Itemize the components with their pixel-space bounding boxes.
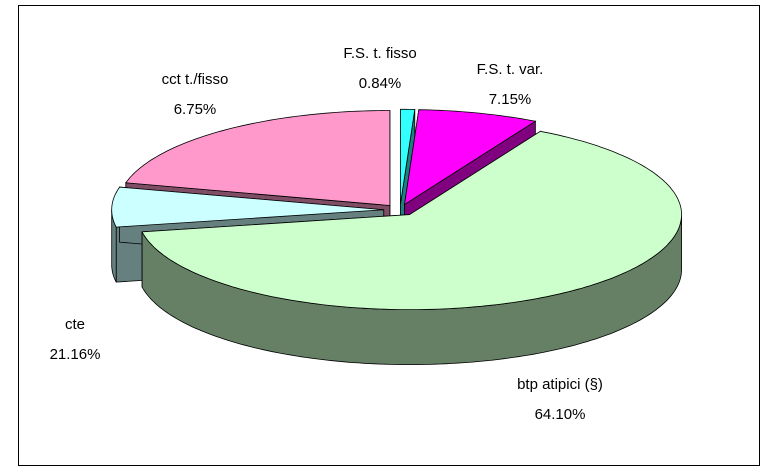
slice-label-value: 0.84% [359, 75, 402, 92]
slice-label-value: 6.75% [174, 101, 217, 118]
slice-label-name: cte [65, 316, 85, 333]
slice-label-value: 21.16% [50, 346, 101, 363]
slice-label-name: F.S. t. var. [477, 61, 544, 78]
slice-label-name: F.S. t. fisso [343, 45, 416, 62]
slice-top [403, 109, 537, 206]
slice-top [399, 108, 416, 205]
slice-top [111, 186, 384, 228]
slice-label-value: 7.15% [489, 91, 532, 108]
pie-slice [141, 130, 683, 366]
slice-top [141, 130, 683, 311]
slice-label-name: cct t./fisso [162, 71, 229, 88]
slice-top [125, 110, 391, 206]
slice-label-name: btp atipici (§) [517, 376, 603, 393]
slice-label-value: 64.10% [535, 406, 586, 423]
